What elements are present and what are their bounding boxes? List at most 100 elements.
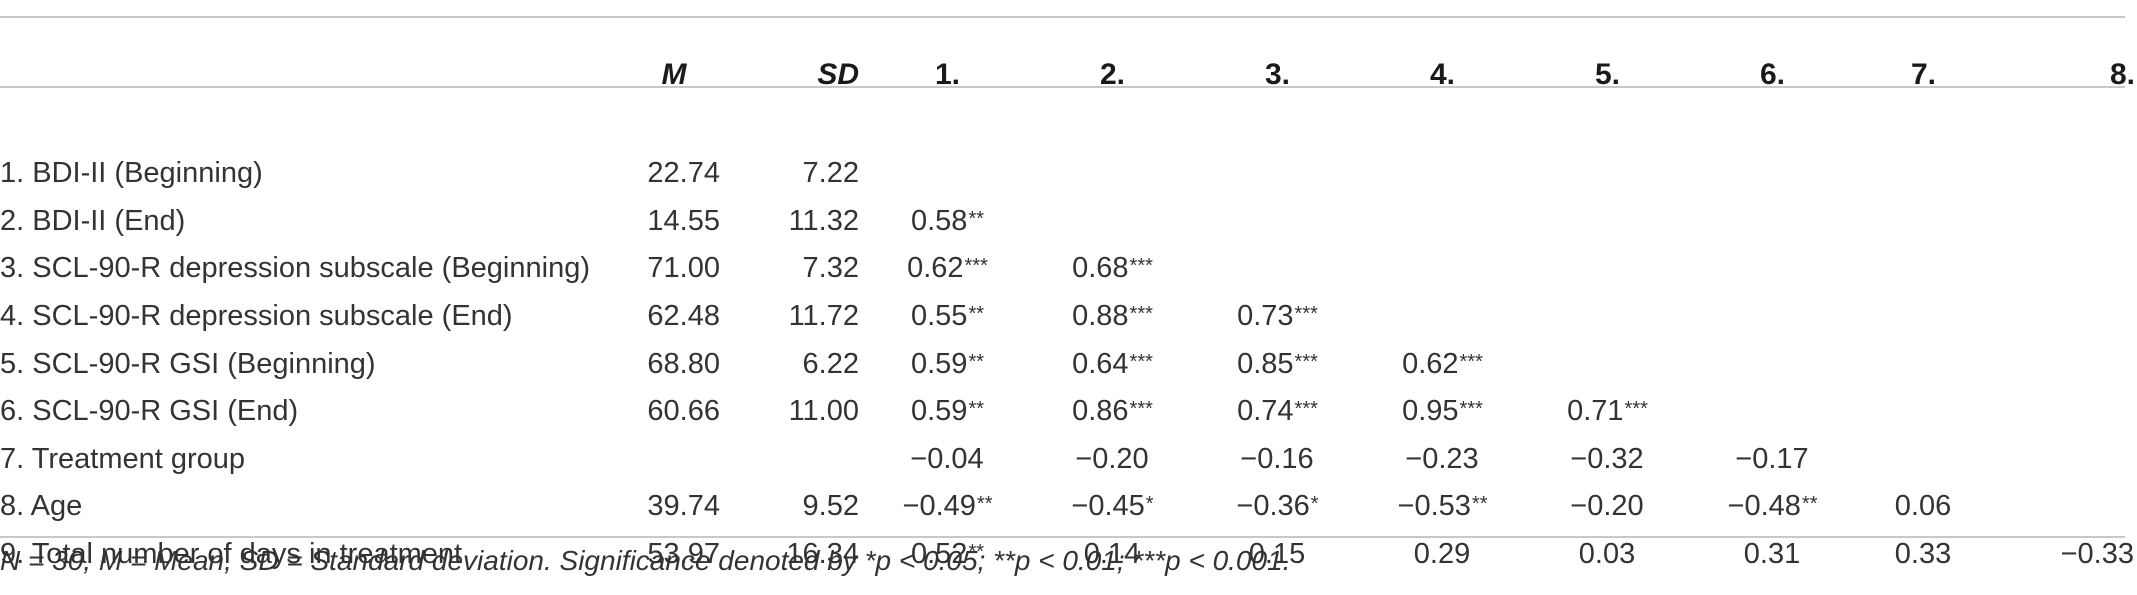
correlation-cell <box>1690 198 1855 246</box>
correlation-cell <box>1690 340 1855 388</box>
correlation-cell: −0.48** <box>1690 483 1855 531</box>
correlation-cell: −0.32 <box>1525 436 1690 484</box>
correlation-cell: 0.68*** <box>1030 245 1195 293</box>
correlation-cell: 0.33 <box>1855 531 1992 579</box>
correlation-value: 0.62 <box>907 252 964 285</box>
sd-cell: 7.32 <box>802 252 859 285</box>
correlation-cell: −0.53** <box>1360 483 1525 531</box>
header-col-1: 1. <box>934 58 961 91</box>
correlation-cell <box>1030 150 1195 198</box>
correlation-cell <box>1690 293 1855 341</box>
correlation-value: 0.64 <box>1072 347 1129 380</box>
table-row: 4. SCL-90-R depression subscale (End) 62.… <box>0 293 2135 341</box>
correlation-cell: −0.20 <box>1525 483 1690 531</box>
correlation-cell <box>1992 340 2135 388</box>
correlation-cell <box>1195 198 1360 246</box>
correlation-cell <box>1525 293 1690 341</box>
table-row: 8. Age 39.74 9.52 −0.49** −0.45* −0.36* −0.53*… <box>0 483 2135 531</box>
correlation-cell <box>1195 150 1360 198</box>
significance-marker: ** <box>1471 493 1488 516</box>
sd-cell: 7.22 <box>802 157 859 190</box>
significance-marker: *** <box>1624 398 1648 421</box>
correlation-value: 0.33 <box>1894 538 1952 571</box>
correlation-value: −0.33 <box>2060 538 2134 571</box>
correlation-value: 0.59 <box>910 395 968 428</box>
correlation-value: 0.06 <box>1894 490 1952 523</box>
correlation-cell <box>1690 388 1855 436</box>
row-label: 1. BDI-II (Beginning) <box>0 157 263 190</box>
table-row: 5. SCL-90-R GSI (Beginning) 68.80 6.22 0.59… <box>0 340 2135 388</box>
significance-marker: *** <box>1459 350 1483 373</box>
header-col-7: 7. <box>1910 58 1937 91</box>
correlation-cell: 0.85*** <box>1195 340 1360 388</box>
correlation-cell <box>865 150 1030 198</box>
significance-marker: *** <box>1294 398 1318 421</box>
significance-marker: *** <box>1294 350 1318 373</box>
table-row: 2. BDI-II (End) 14.55 11.32 0.58** <box>0 198 2135 246</box>
mean-cell: 71.00 <box>647 252 720 285</box>
correlation-value: 0.31 <box>1743 538 1801 571</box>
correlation-value: 0.71 <box>1567 395 1624 428</box>
correlation-cell <box>1525 340 1690 388</box>
significance-marker: *** <box>1129 350 1153 373</box>
significance-marker: ** <box>968 207 985 230</box>
correlation-cell: −0.04 <box>865 436 1030 484</box>
correlation-cell: 0.71*** <box>1525 388 1690 436</box>
significance-marker: *** <box>964 255 988 278</box>
correlation-cell <box>1855 388 1992 436</box>
correlation-cell: −0.20 <box>1030 436 1195 484</box>
table-row: 1. BDI-II (Beginning) 22.74 7.22 <box>0 150 2135 198</box>
sd-cell: 11.72 <box>788 300 859 333</box>
bottom-rule <box>0 536 2125 538</box>
significance-marker: *** <box>1459 398 1483 421</box>
correlation-value: −0.20 <box>1570 490 1644 523</box>
correlation-value: −0.48 <box>1727 490 1801 523</box>
correlation-cell <box>1855 150 1992 198</box>
correlation-value: −0.32 <box>1570 442 1644 475</box>
significance-marker: ** <box>968 303 985 326</box>
row-label: 9. Total number of days in treatment <box>0 538 463 571</box>
correlation-cell: −0.16 <box>1195 436 1360 484</box>
correlation-value: −0.20 <box>1075 442 1149 475</box>
header-col-2: 2. <box>1099 58 1126 91</box>
correlation-cell: 0.64*** <box>1030 340 1195 388</box>
correlation-cell: −0.33 <box>1992 531 2135 579</box>
correlation-table: M SD 1. 2. 3. 4. 5. 6. 7. 8. 1. BDI-II (… <box>0 0 2136 579</box>
header-row: M SD 1. 2. 3. 4. 5. 6. 7. 8. <box>0 0 2136 150</box>
header-m: M <box>661 58 687 91</box>
correlation-value: −0.04 <box>910 442 984 475</box>
correlation-value: −0.36 <box>1236 490 1310 523</box>
correlation-cell <box>1855 198 1992 246</box>
significance-marker: *** <box>1129 303 1153 326</box>
significance-marker: * <box>1145 493 1154 516</box>
correlation-cell: 0.95*** <box>1360 388 1525 436</box>
correlation-cell <box>1030 198 1195 246</box>
mean-cell: 39.74 <box>647 490 720 523</box>
table-row: 6. SCL-90-R GSI (End) 60.66 11.00 0.59** 0.8… <box>0 388 2135 436</box>
significance-marker: ** <box>968 541 985 564</box>
mean-cell: 62.48 <box>647 300 720 333</box>
sd-cell: 11.00 <box>788 395 859 428</box>
correlation-cell <box>1360 245 1525 293</box>
mean-cell: 14.55 <box>647 204 720 237</box>
significance-marker: ** <box>968 398 985 421</box>
mean-cell: 22.74 <box>647 157 720 190</box>
sd-cell: 16.34 <box>786 538 859 571</box>
correlation-cell: 0.62*** <box>865 245 1030 293</box>
top-rule <box>0 16 2125 18</box>
row-label: 6. SCL-90-R GSI (End) <box>0 395 299 428</box>
correlation-value: 0.58 <box>910 204 968 237</box>
row-label: 3. SCL-90-R depression subscale (Beginni… <box>0 252 590 285</box>
row-label: 4. SCL-90-R depression subscale (End) <box>0 300 513 333</box>
correlation-cell <box>1992 245 2135 293</box>
correlation-cell <box>1690 245 1855 293</box>
correlation-value: −0.16 <box>1240 442 1314 475</box>
correlation-cell: 0.55** <box>865 293 1030 341</box>
correlation-value: −0.17 <box>1735 442 1809 475</box>
correlation-cell <box>1992 198 2135 246</box>
correlation-cell <box>1992 436 2135 484</box>
significance-marker: *** <box>1129 398 1153 421</box>
correlation-cell <box>1992 388 2135 436</box>
correlation-cell: −0.23 <box>1360 436 1525 484</box>
significance-marker: ** <box>1801 493 1818 516</box>
